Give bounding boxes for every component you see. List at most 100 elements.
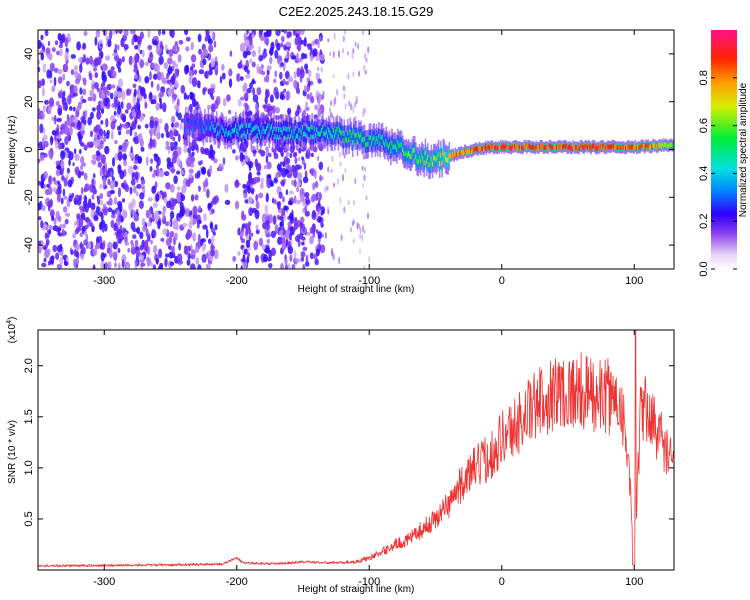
heatmap-cell — [283, 88, 287, 93]
heatmap-cell — [285, 41, 291, 48]
heatmap-cell — [363, 153, 365, 161]
heatmap-cell — [163, 197, 168, 204]
heatmap-cell — [151, 229, 155, 236]
heatmap-cell — [331, 155, 334, 163]
heatmap-cell — [198, 160, 202, 166]
heatmap-cell — [173, 63, 178, 68]
heatmap-cell — [528, 143, 530, 149]
heatmap-cell — [91, 194, 95, 200]
heatmap-cell — [410, 154, 412, 160]
heatmap-cell — [43, 184, 46, 189]
heatmap-cell — [101, 223, 106, 233]
heatmap-cell — [340, 129, 342, 135]
heatmap-cell — [122, 209, 126, 214]
heatmap-cell — [289, 152, 292, 159]
heatmap-cell — [472, 147, 474, 153]
top-y-axis: -40 -20 0 20 40 — [23, 48, 674, 253]
heatmap-cell — [243, 93, 248, 99]
heatmap-cell — [283, 135, 286, 141]
heatmap-cell — [201, 125, 204, 131]
colorbar: 0.0 0.2 0.4 0.6 0.8 Normalized spectral ampl… — [698, 30, 749, 277]
heatmap-cell — [441, 160, 443, 166]
heatmap-cell — [425, 159, 428, 165]
heatmap-cell — [251, 50, 256, 57]
y-scale-factor-label: (x10 — [7, 323, 18, 343]
heatmap-cell — [384, 142, 386, 148]
heatmap-cell — [419, 158, 422, 164]
heatmap-cell — [314, 104, 319, 111]
heatmap-cell — [280, 262, 284, 269]
heatmap-cell — [328, 127, 330, 133]
heatmap-cell — [636, 144, 639, 150]
heatmap-cell — [493, 145, 496, 151]
heatmap-cell — [669, 142, 671, 148]
heatmap-cell — [174, 232, 178, 241]
heatmap-cell — [554, 145, 557, 151]
heatmap-cell — [118, 145, 123, 150]
heatmap-cell — [580, 143, 583, 149]
heatmap-cell — [114, 262, 117, 268]
heatmap-cell — [56, 50, 60, 56]
heatmap-cell — [271, 105, 276, 114]
heatmap-cell — [113, 196, 118, 205]
heatmap-cell — [152, 245, 158, 254]
heatmap-cell — [547, 146, 550, 151]
heatmap-cell — [103, 98, 108, 107]
heatmap-cell — [368, 255, 371, 264]
heatmap-cell — [111, 103, 115, 108]
heatmap-cell — [135, 109, 141, 120]
heatmap-cell — [498, 145, 501, 151]
heatmap-cell — [96, 205, 100, 215]
heatmap-cell — [211, 95, 215, 101]
heatmap-cell — [110, 219, 115, 229]
heatmap-cell — [202, 58, 207, 66]
heatmap-cell — [151, 185, 157, 194]
heatmap-cell — [549, 143, 552, 149]
heatmap-cell — [58, 48, 63, 57]
heatmap-cell — [255, 124, 257, 130]
heatmap-cell — [169, 141, 175, 147]
heatmap-cell — [160, 237, 165, 242]
heatmap-cell — [386, 142, 389, 148]
heatmap-cell — [202, 48, 208, 54]
heatmap-cell — [211, 208, 215, 214]
heatmap-cell — [90, 209, 95, 219]
heatmap-cell — [210, 227, 216, 234]
heatmap-cell — [221, 63, 225, 71]
heatmap-cell — [511, 144, 514, 150]
heatmap-cell — [278, 191, 283, 199]
heatmap-cell — [479, 146, 482, 152]
heatmap-cell — [140, 262, 146, 267]
heatmap-cell — [201, 167, 206, 175]
heatmap-cell — [351, 140, 354, 145]
heatmap-cell — [448, 153, 451, 159]
heatmap-cell — [181, 185, 187, 194]
heatmap-cell — [90, 202, 96, 211]
heatmap-cell — [487, 144, 490, 150]
heatmap-cell — [116, 60, 121, 69]
y-scale-factor: (x104) — [6, 317, 18, 344]
heatmap-cell — [68, 159, 71, 166]
heatmap-cell — [320, 206, 326, 215]
heatmap-cell — [540, 143, 542, 149]
heatmap-cell — [665, 142, 668, 148]
heatmap-cell — [207, 120, 210, 126]
heatmap-cell — [185, 64, 190, 74]
heatmap-cell — [533, 145, 535, 151]
heatmap-cell — [314, 132, 317, 138]
heatmap-cell — [573, 145, 576, 151]
heatmap-cell — [248, 123, 250, 129]
heatmap-cell — [168, 161, 174, 168]
heatmap-cell — [204, 120, 206, 126]
heatmap-cell — [560, 144, 563, 149]
heatmap-cell — [517, 145, 520, 150]
heatmap-cell — [305, 133, 307, 138]
heatmap-cell — [87, 241, 92, 250]
heatmap-cell — [48, 224, 53, 231]
heatmap-cell — [206, 252, 209, 259]
heatmap-cell — [604, 145, 607, 151]
heatmap-cell — [217, 131, 219, 136]
heatmap-cell — [72, 106, 76, 112]
heatmap-cell — [93, 215, 99, 222]
heatmap-cell — [233, 127, 236, 133]
